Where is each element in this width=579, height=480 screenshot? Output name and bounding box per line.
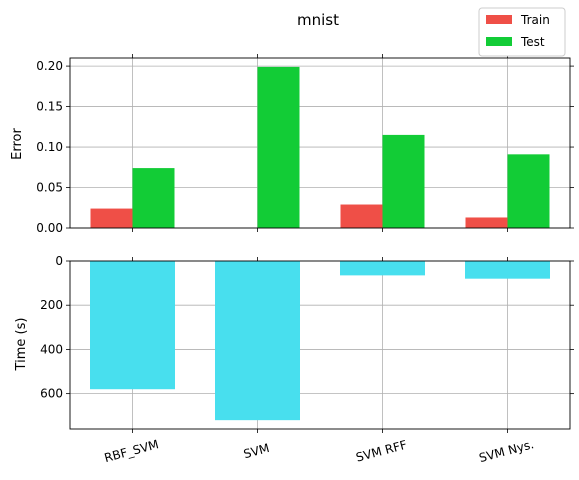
top-bar-test — [257, 66, 300, 229]
xtick-label: SVM — [242, 441, 271, 461]
top-bar-train — [90, 208, 133, 228]
legend-swatch-train — [486, 15, 512, 24]
bottom-ytick-label: 200 — [40, 298, 63, 312]
legend-swatch-test — [486, 37, 512, 46]
xtick-label: SVM RFF — [354, 438, 408, 465]
top-ytick-label: 0.20 — [36, 59, 63, 73]
top-bar-test — [507, 154, 550, 228]
bottom-bar-time — [340, 261, 425, 276]
top-bars — [90, 66, 550, 229]
xtick-label: RBF_SVM — [103, 437, 160, 465]
bottom-bar-time — [90, 261, 175, 390]
legend-label-test: Test — [520, 35, 545, 49]
top-bar-test — [382, 134, 425, 228]
top-plot: 0.00 0.05 0.10 0.15 0.20 Error — [10, 54, 574, 235]
bottom-ylabel: Time (s) — [14, 318, 29, 372]
legend: Train Test — [478, 7, 566, 57]
bottom-bar-time — [215, 261, 300, 421]
top-bar-train — [340, 204, 383, 228]
bottom-ytick-label: 0 — [55, 254, 63, 268]
bottom-ytick-label: 600 — [40, 387, 63, 401]
top-ytick-label: 0.15 — [36, 100, 63, 114]
bottom-bars — [90, 261, 550, 421]
top-axes-frame — [69, 57, 571, 229]
top-ylabel: Error — [10, 128, 25, 160]
top-axes: 0.00 0.05 0.10 0.15 0.20 — [36, 54, 574, 235]
bottom-ytick-label: 400 — [40, 342, 63, 356]
xtick-label: SVM Nys. — [478, 437, 536, 465]
top-bar-train — [465, 217, 508, 228]
top-ytick-label: 0.00 — [36, 221, 63, 235]
legend-label-train: Train — [520, 13, 550, 27]
chart-title: mnist — [297, 11, 339, 29]
top-bar-test — [132, 168, 175, 228]
bottom-axes-frame — [69, 260, 571, 430]
top-ytick-label: 0.05 — [36, 181, 63, 195]
bottom-bar-time — [465, 261, 550, 279]
bottom-plot: 0 200 400 600 RBF_SVM SVM SVM RFF SVM Nys. Time… — [14, 254, 574, 465]
top-ytick-label: 0.10 — [36, 140, 63, 154]
